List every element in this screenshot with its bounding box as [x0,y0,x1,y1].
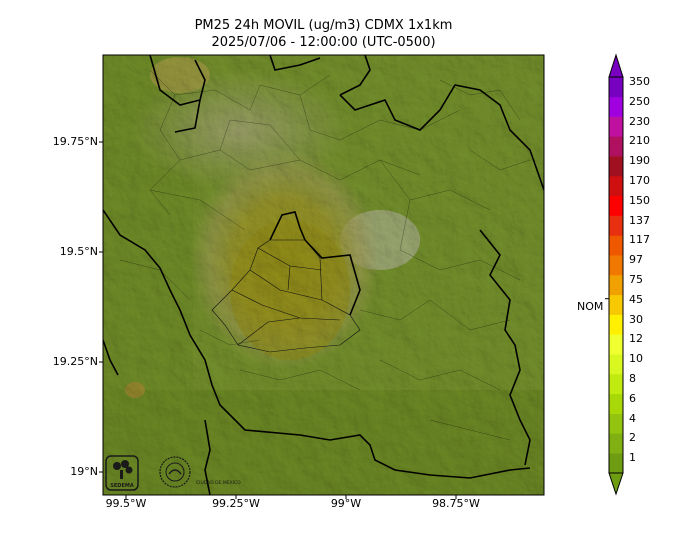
colorbar-max-arrow [608,53,624,78]
colorbar-tick-label: 45 [629,292,643,306]
colorbar-segment [609,354,623,375]
lon-tick-label: 99.25°W [212,497,260,510]
colorbar-tick-label: 12 [629,332,643,346]
colorbar-tick-label: 190 [629,154,650,168]
colorbar-tick-label: 150 [629,193,650,207]
colorbar-segment [609,136,623,157]
colorbar-tick-label: 30 [629,312,643,326]
colorbar-segment [609,374,623,395]
colorbar-segment [609,413,623,434]
nom-label: NOM [577,300,604,313]
colorbar-segment [609,393,623,414]
colorbar-tick-label: 170 [629,173,650,187]
colorbar-segment [609,433,623,454]
colorbar-tick-label: 137 [629,213,650,227]
colorbar-segment [609,77,623,98]
sedema-logo-text: SEDEMA [110,483,134,489]
axis-ticks [99,141,457,499]
cdmx-logo: CIUDAD DE MÉXICO [159,456,241,488]
colorbar-frame [608,76,624,474]
lat-tick-label: 19.75°N [52,135,98,148]
lat-tick-label: 19°N [70,465,98,478]
colorbar-segment [609,156,623,177]
colorbar-tick-label: 210 [629,134,650,148]
map-frame [102,54,545,496]
colorbar-tick-label: 8 [629,371,636,385]
colorbar-segment [609,195,623,216]
map-area [103,55,544,495]
colorbar [605,53,624,496]
lat-tick-label: 19.5°N [59,245,98,258]
colorbar-segment [609,275,623,296]
colorbar-segment [609,176,623,197]
colorbar-tick-label: 350 [629,74,650,88]
colorbar-segment [609,294,623,315]
colorbar-segment [609,235,623,256]
colorbar-min-arrow [608,472,624,496]
colorbar-tick-label: 2 [629,431,636,445]
colorbar-segment [609,314,623,335]
lon-tick-label: 99.5°W [105,497,147,510]
colorbar-tick-label: 97 [629,253,643,267]
map-title: PM25 24h MOVIL (ug/m3) CDMX 1x1km [194,18,453,33]
lon-tick-label: 98.75°W [432,497,480,510]
cdmx-alcaldias [211,239,361,353]
state-boundaries [103,55,544,495]
map-subtitle: 2025/07/06 - 12:00:00 (UTC-0500) [211,35,436,50]
colorbar-segment [609,453,623,474]
colorbar-tick-label: 250 [629,94,650,108]
terrain-shading [103,55,544,495]
colorbar-tick-label: 117 [629,233,650,247]
colorbar-tick-label: 6 [629,391,636,405]
colorbar-tick-label: 4 [629,411,636,425]
colorbar-segment [609,96,623,117]
lon-tick-label: 99°W [330,497,362,510]
colorbar-tick-label: 230 [629,114,650,128]
colorbar-tick-label: 75 [629,272,643,286]
colorbar-tick-label: 10 [629,352,643,366]
lat-tick-label: 19.25°N [52,355,98,368]
colorbar-tick-label: 1 [629,451,636,465]
colorbar-segment [609,215,623,236]
cdmx-logo-text: CIUDAD DE MÉXICO [196,478,241,486]
colorbar-segment [609,255,623,276]
colorbar-segment [609,334,623,355]
colorbar-segment [609,116,623,137]
sedema-logo: SEDEMA [105,455,139,491]
